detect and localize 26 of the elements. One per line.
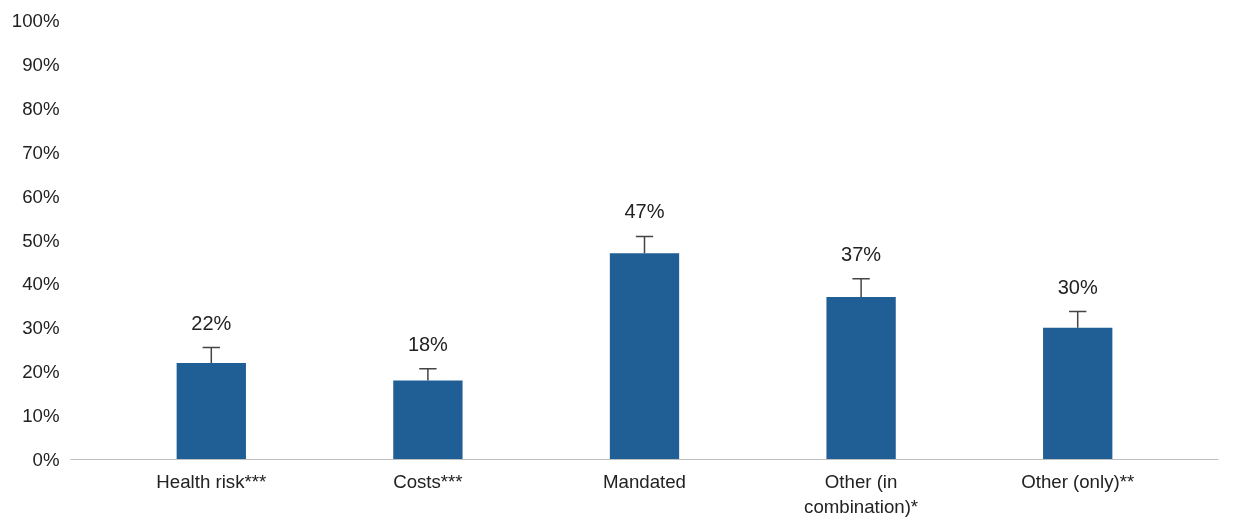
x-tick-label: Health risk*** (156, 470, 267, 492)
y-tick-label: 70% (22, 141, 60, 163)
data-label: 18% (407, 332, 449, 355)
bar (176, 362, 246, 460)
y-tick-label: 60% (22, 185, 60, 207)
data-label: 22% (191, 311, 232, 334)
data-label: 37% (841, 242, 882, 265)
bar (609, 253, 680, 460)
bar (826, 297, 896, 460)
x-tick-label: Mandated (603, 470, 686, 492)
bar (1043, 327, 1113, 460)
y-tick-label: 100% (11, 10, 60, 31)
x-tick-label: Other (only)** (1021, 470, 1135, 492)
y-tick-label: 90% (22, 53, 60, 75)
y-tick-label: 50% (22, 229, 60, 251)
y-tick-label: 10% (22, 405, 60, 427)
y-tick-label: 0% (32, 449, 60, 470)
x-tick-label: Costs*** (393, 470, 463, 492)
y-tick-label: 40% (22, 273, 60, 295)
y-tick-label: 80% (22, 97, 60, 119)
y-tick-label: 20% (22, 361, 60, 383)
x-tick-label: Other (in combination)* (804, 470, 919, 517)
data-label: 30% (1057, 275, 1098, 298)
bar (393, 380, 463, 460)
data-label: 47% (624, 200, 665, 223)
y-tick-label: 30% (22, 317, 60, 339)
